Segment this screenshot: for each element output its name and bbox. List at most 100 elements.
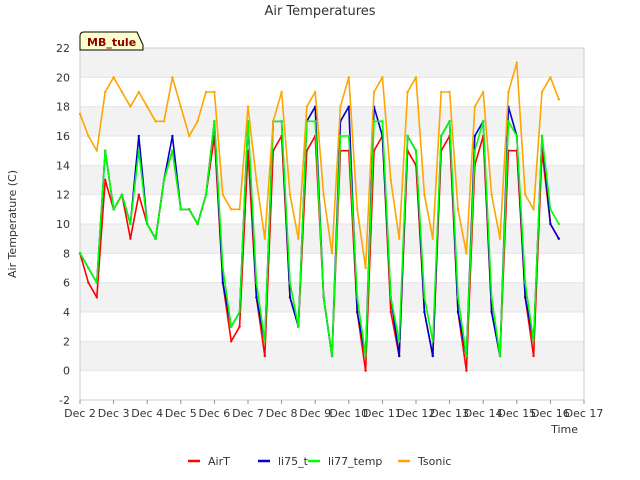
data-point — [221, 266, 224, 270]
data-point — [431, 354, 434, 358]
legend-label: Tsonic — [417, 455, 451, 468]
data-point — [280, 90, 283, 94]
data-point — [112, 76, 115, 79]
data-point — [255, 281, 258, 284]
data-point — [104, 149, 107, 152]
data-point — [532, 354, 535, 358]
y-tick-label: 8 — [63, 247, 70, 260]
grid-band — [80, 48, 584, 78]
data-point — [129, 222, 132, 226]
data-point — [137, 134, 140, 138]
data-point — [162, 120, 166, 123]
data-point — [507, 120, 510, 123]
data-point — [356, 296, 359, 299]
grid-band — [80, 253, 584, 283]
data-point — [465, 369, 468, 372]
data-point — [406, 90, 409, 94]
data-point — [440, 90, 443, 94]
data-point — [179, 105, 182, 108]
data-point — [482, 90, 485, 94]
data-point — [456, 310, 460, 314]
data-point — [238, 310, 241, 314]
data-point — [297, 325, 300, 328]
data-point — [490, 310, 493, 314]
legend-item-AirT: AirT — [188, 455, 230, 468]
data-point — [473, 134, 476, 138]
x-axis-label: Time — [550, 423, 578, 436]
data-point — [498, 354, 502, 358]
data-point — [322, 193, 325, 196]
grid-band — [80, 77, 584, 107]
y-tick-label: 6 — [63, 277, 70, 290]
x-tick-label: Dec 4 — [131, 407, 163, 420]
data-point — [196, 120, 199, 123]
data-point — [557, 222, 560, 226]
data-point — [204, 90, 208, 94]
series-Tsonic — [78, 61, 560, 270]
data-point — [381, 76, 384, 79]
data-point — [389, 310, 392, 314]
data-point — [154, 237, 157, 240]
y-axis-ticks: -2 0 2 4 6 8 10 12 14 16 18 20 22 — [56, 42, 70, 407]
data-point — [465, 354, 468, 358]
data-point — [221, 281, 224, 284]
data-point — [95, 149, 99, 152]
data-point — [95, 296, 99, 299]
data-point — [146, 222, 149, 226]
y-tick-label: 2 — [63, 335, 70, 348]
chart-title: Air Temperatures — [264, 4, 375, 19]
data-point — [431, 237, 434, 240]
data-point — [238, 208, 241, 211]
data-point — [272, 120, 275, 123]
data-point — [230, 208, 233, 211]
data-point — [456, 208, 460, 211]
data-point — [398, 340, 401, 343]
y-tick-label: 18 — [56, 101, 70, 114]
data-point — [314, 120, 317, 123]
data-point — [87, 134, 90, 138]
x-tick-label: Dec 11 — [363, 407, 402, 420]
data-point — [540, 90, 544, 94]
data-point — [171, 149, 174, 152]
data-point — [414, 76, 418, 79]
data-point — [524, 296, 527, 299]
data-point — [465, 252, 468, 255]
site-label: MB_tule — [87, 36, 136, 49]
data-point — [490, 296, 493, 299]
data-point — [288, 193, 292, 196]
data-point — [339, 134, 342, 138]
data-point — [473, 105, 476, 108]
x-tick-label: Dec 7 — [232, 407, 264, 420]
data-point — [87, 281, 90, 284]
x-tick-label: Dec 3 — [98, 407, 130, 420]
data-point — [246, 105, 250, 108]
x-tick-label: Dec 17 — [565, 407, 604, 420]
data-point — [406, 134, 409, 138]
data-point — [423, 310, 426, 314]
data-point — [255, 296, 258, 299]
series-li77_temp — [78, 120, 560, 358]
data-point — [196, 222, 199, 226]
data-point — [129, 105, 132, 108]
data-point — [95, 281, 99, 284]
data-point — [515, 134, 518, 138]
y-axis-label: Air Temperature (C) — [6, 170, 19, 278]
legend-item-Tsonic: Tsonic — [398, 455, 451, 468]
data-point — [238, 325, 241, 328]
grid-band — [80, 370, 584, 400]
y-tick-label: 12 — [56, 189, 70, 202]
x-tick-label: Dec 12 — [397, 407, 436, 420]
data-point — [120, 90, 124, 94]
data-point — [263, 354, 266, 358]
data-point — [288, 296, 292, 299]
data-point — [171, 76, 174, 79]
data-point — [146, 105, 149, 108]
data-point — [339, 105, 342, 108]
data-point — [540, 134, 544, 138]
data-point — [137, 90, 140, 94]
data-point — [456, 296, 460, 299]
data-point — [314, 90, 317, 94]
data-point — [87, 266, 90, 270]
x-tick-label: Dec 14 — [464, 407, 503, 420]
